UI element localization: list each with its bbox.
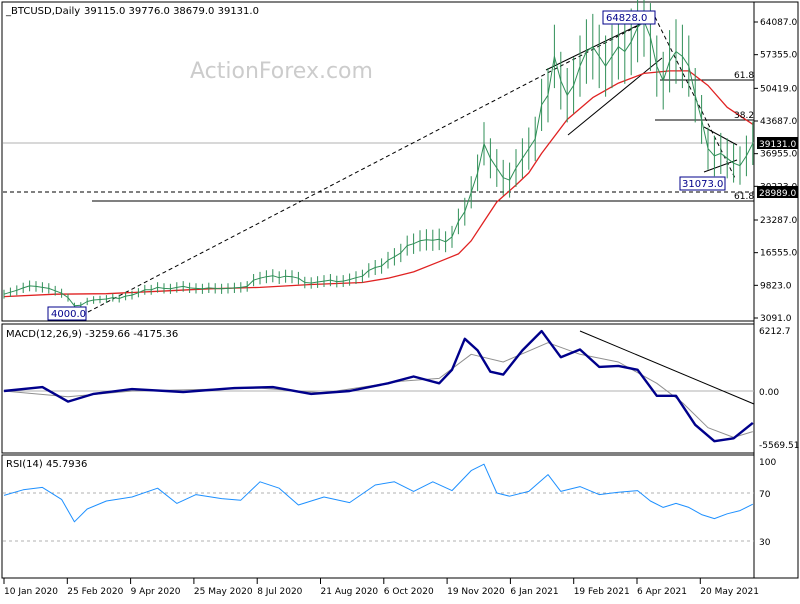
time-axis-label-3: 25 May 2020 [194, 587, 253, 597]
current-price-box: 39131.0 [757, 137, 798, 150]
rsi-title: RSI(14) 45.7936 [6, 459, 87, 470]
fib-618-upper-label: 61.8 [734, 71, 754, 81]
high-label: 64828.0 [602, 10, 656, 25]
chart-ohlc: 39115.0 39776.0 38679.0 39131.0 [84, 6, 259, 17]
support-price-box: 28989.0 [757, 186, 798, 199]
chart-symbol: _BTCUSD,Daily [5, 6, 80, 17]
fib-618-lower-label: 61.8 [734, 192, 754, 202]
price-axis: 64087.057355.050419.043687.036955.030223… [754, 18, 797, 324]
low-label: 4000.0 [47, 306, 87, 321]
time-axis-label-10: 6 Apr 2021 [637, 587, 687, 597]
time-axis-label-6: 6 Oct 2020 [384, 587, 434, 597]
price-line [3, 20, 754, 307]
price-axis-label-7: 16555.0 [760, 249, 797, 259]
low-label-text: 4000.0 [51, 309, 86, 320]
rsi-line [3, 463, 754, 523]
time-axis-label-11: 20 May 2021 [700, 587, 759, 597]
time-axis: 10 Jan 2020 25 Feb 2020 9 Apr 2020 25 May 2… [3, 578, 759, 597]
rsi-plot [3, 463, 754, 523]
time-axis-label-0: 10 Jan 2020 [4, 587, 58, 597]
decline-dashed-line [654, 16, 736, 179]
current-price-text: 39131.0 [759, 140, 796, 150]
price-axis-label-2: 50419.0 [760, 84, 797, 94]
price-axis-label-4: 36955.0 [760, 150, 797, 160]
high-label-text: 64828.0 [606, 13, 647, 24]
rsi-axis-label-70: 70 [759, 490, 771, 500]
macd-axis-label-bottom: -5569.51 [759, 441, 799, 451]
price-axis-label-0: 64087.0 [760, 18, 797, 28]
watermark: ActionForex.com [190, 59, 373, 84]
channel-upper-line [545, 16, 656, 71]
macd-axis-label-zero: 0.00 [759, 388, 779, 398]
time-axis-label-4: 8 Jul 2020 [257, 587, 302, 597]
rsi-axis-label-30: 30 [759, 538, 771, 548]
sma-line [3, 70, 754, 298]
rsi-axis-label-100: 100 [759, 458, 776, 468]
macd-axis-label-top: 6212.7 [759, 327, 791, 337]
price-plot [3, 0, 754, 309]
price-axis-label-1: 57355.0 [760, 51, 797, 61]
time-axis-label-2: 9 Apr 2020 [131, 587, 181, 597]
macd-plot [3, 329, 754, 443]
fib-382-label: 38.2 [734, 111, 754, 121]
rsi-pane-frame [1, 454, 755, 579]
recent-low-label-text: 31073.0 [682, 179, 723, 190]
channel-lower-line [567, 57, 663, 136]
time-axis-label-5: 21 Aug 2020 [321, 587, 379, 597]
price-axis-frame [753, 1, 799, 579]
support-price-text: 28989.0 [759, 189, 796, 199]
price-pane-frame [1, 1, 755, 322]
time-axis-label-1: 25 Feb 2020 [67, 587, 123, 597]
macd-pane-frame [1, 323, 755, 454]
macd-trendline [579, 330, 755, 405]
time-axis-label-8: 6 Jan 2021 [510, 587, 558, 597]
recent-low-label: 31073.0 [679, 176, 726, 191]
time-axis-label-9: 19 Feb 2021 [574, 587, 630, 597]
price-axis-label-8: 9823.0 [760, 281, 792, 291]
price-axis-label-3: 43687.0 [760, 117, 797, 127]
price-axis-label-9: 3091.0 [760, 314, 792, 324]
price-axis-label-6: 23287.0 [760, 216, 797, 226]
macd-line [3, 329, 754, 443]
time-axis-label-7: 19 Nov 2020 [447, 587, 505, 597]
macd-title: MACD(12,26,9) -3259.66 -4175.36 [6, 329, 178, 340]
